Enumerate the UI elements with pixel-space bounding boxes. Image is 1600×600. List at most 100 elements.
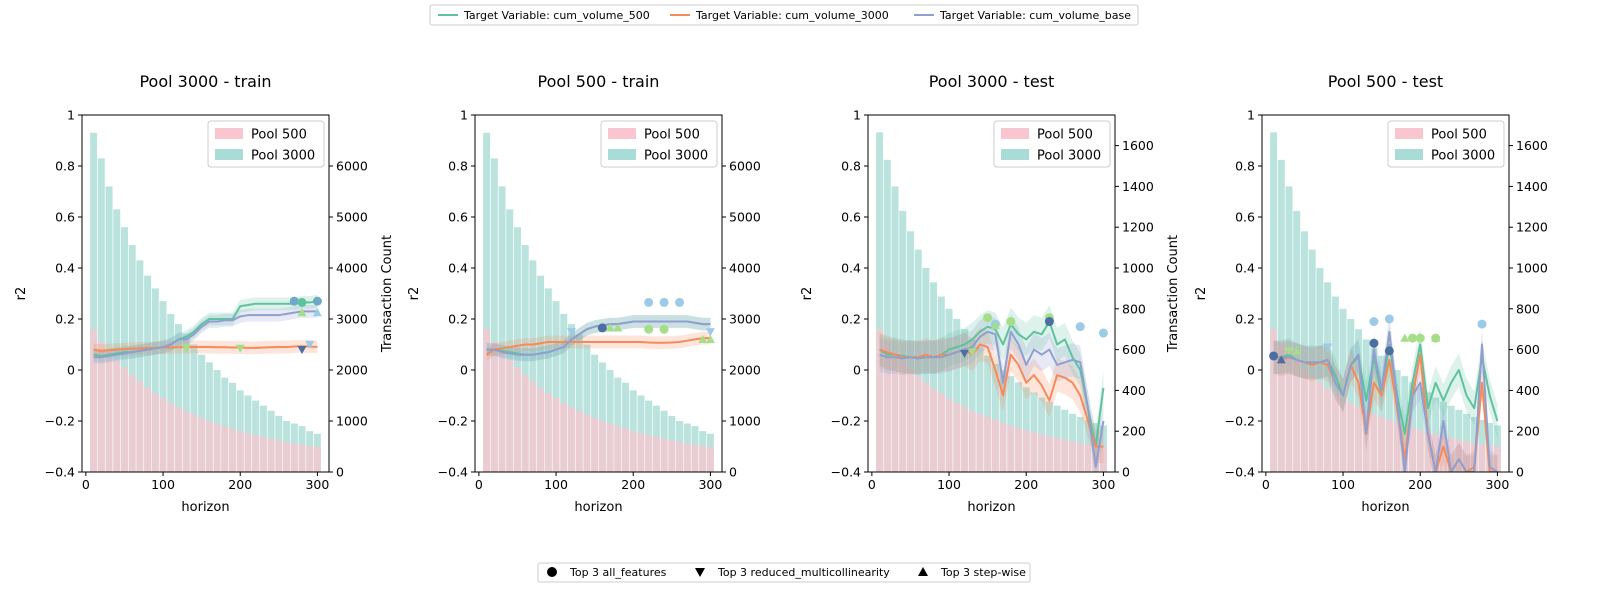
bar-pool-500 <box>1362 410 1370 472</box>
bar-pool-3000 <box>97 158 105 472</box>
bar-pool-500 <box>575 410 583 472</box>
bar-pool-3000 <box>1393 370 1401 472</box>
bottom-legend-label: Top 3 reduced_multicollinearity <box>717 566 890 579</box>
bar-pool-3000 <box>1370 347 1378 472</box>
bar-legend: Pool 500 Pool 3000 <box>600 120 718 168</box>
bar-pool-3000 <box>221 377 229 472</box>
marker-triangle-up <box>1431 333 1441 342</box>
bar-pool-500 <box>606 423 614 472</box>
bar-pool-500 <box>1099 446 1107 472</box>
y-tick-label: −0.2 <box>831 414 861 429</box>
bar-pool-500 <box>283 441 291 472</box>
marker-circle <box>1369 338 1379 348</box>
marker-circle <box>289 296 299 306</box>
y-tick-label: 0.2 <box>448 312 468 327</box>
bar-pool-500 <box>144 387 152 472</box>
bar-pool-3000 <box>182 334 190 472</box>
bar-pool-500 <box>229 428 237 472</box>
y-tick-label: 0.8 <box>448 159 468 174</box>
marker-triangle-down <box>305 340 315 349</box>
bar-pool-500 <box>537 387 545 472</box>
bar-pool-500 <box>1393 423 1401 472</box>
y2-tick-label: 800 <box>1516 301 1540 316</box>
y-tick-label: 0.8 <box>1235 159 1255 174</box>
bar-pool-3000 <box>976 347 984 472</box>
bar-pool-500 <box>968 410 976 472</box>
bar-legend-swatch <box>1001 128 1029 139</box>
y-tick-label: 0.6 <box>841 210 861 225</box>
bar-pool-3000 <box>167 313 175 472</box>
bar-pool-500 <box>313 447 321 472</box>
bar-pool-3000 <box>205 362 213 472</box>
bar-pool-500 <box>97 341 105 472</box>
series-line <box>1273 330 1498 472</box>
bar-pool-500 <box>1076 442 1084 472</box>
bar-pool-3000 <box>105 186 113 472</box>
top-legend-label: Target Variable: cum_volume_base <box>939 9 1131 22</box>
series-band <box>93 339 318 358</box>
y2-tick-label: 1400 <box>1122 179 1154 194</box>
series-band <box>93 294 318 363</box>
bar-pool-500 <box>513 367 521 472</box>
bar-pool-3000 <box>606 370 614 472</box>
marker-circle <box>644 324 654 334</box>
bar-pool-500 <box>876 329 884 472</box>
bar-pool-3000 <box>229 382 237 472</box>
marker-triangle-down <box>705 328 715 337</box>
y2-tick-label: 3000 <box>336 312 368 327</box>
y-tick-label: 0.8 <box>55 159 75 174</box>
bar-pool-500 <box>244 433 252 472</box>
y2-tick-label: 1600 <box>1122 138 1154 153</box>
bar-pool-500 <box>506 359 514 472</box>
bar-pool-3000 <box>506 209 514 472</box>
bar-pool-3000 <box>567 324 575 472</box>
y-tick-label: 0 <box>1247 363 1255 378</box>
bar-pool-3000 <box>190 344 198 472</box>
plot-area <box>90 132 322 472</box>
y2-tick-label: 6000 <box>729 159 761 174</box>
bar-pool-500 <box>922 382 930 472</box>
series-band <box>1273 327 1498 451</box>
x-tick-label: 300 <box>698 477 722 492</box>
bar-pool-500 <box>637 433 645 472</box>
bottom-legend-label: Top 3 all_features <box>569 566 667 579</box>
marker-triangle-down <box>1284 347 1294 356</box>
y2-tick-label: 4000 <box>336 261 368 276</box>
bar-pool-500 <box>1015 427 1023 472</box>
marker-circle <box>312 296 322 306</box>
bar-legend-label: Pool 500 <box>251 128 307 143</box>
y-tick-label: 0.6 <box>448 210 468 225</box>
bar-pool-500 <box>120 367 128 472</box>
y-tick-label: −0.4 <box>831 465 861 480</box>
y-tick-label: 0.6 <box>55 210 75 225</box>
y-tick-label: −0.4 <box>1225 465 1255 480</box>
bar-pool-500 <box>1270 329 1278 472</box>
marker-circle <box>1415 333 1425 343</box>
bar-pool-3000 <box>622 382 630 472</box>
marker-triangle-up <box>1400 333 1410 342</box>
x-tick-label: 200 <box>228 477 252 492</box>
bar-pool-500 <box>614 426 622 472</box>
panel-title: Pool 500 - test <box>1328 72 1443 91</box>
marker-circle <box>1384 346 1394 356</box>
y2-tick-label: 0 <box>729 465 737 480</box>
series-line <box>93 310 318 359</box>
bar-pool-3000 <box>1007 376 1015 472</box>
bar-pool-500 <box>591 417 599 472</box>
bar-pool-500 <box>1331 393 1339 472</box>
panel-title: Pool 3000 - test <box>929 72 1055 91</box>
bar-pool-500 <box>706 447 714 472</box>
bottom-legend-marker <box>918 567 928 576</box>
plot-area <box>876 132 1108 472</box>
panel-title: Pool 500 - train <box>538 72 660 91</box>
bar-pool-3000 <box>583 344 591 472</box>
bar-pool-500 <box>105 350 113 472</box>
marker-triangle-down <box>297 346 307 355</box>
bar-legend: Pool 500 Pool 3000 <box>993 120 1111 168</box>
bar-legend: Pool 500 Pool 3000 <box>207 120 325 168</box>
bar-legend: Pool 500 Pool 3000 <box>1387 120 1505 168</box>
marker-triangle-up <box>605 323 615 332</box>
series-band <box>486 315 711 362</box>
x-tick-label: 300 <box>1485 477 1509 492</box>
